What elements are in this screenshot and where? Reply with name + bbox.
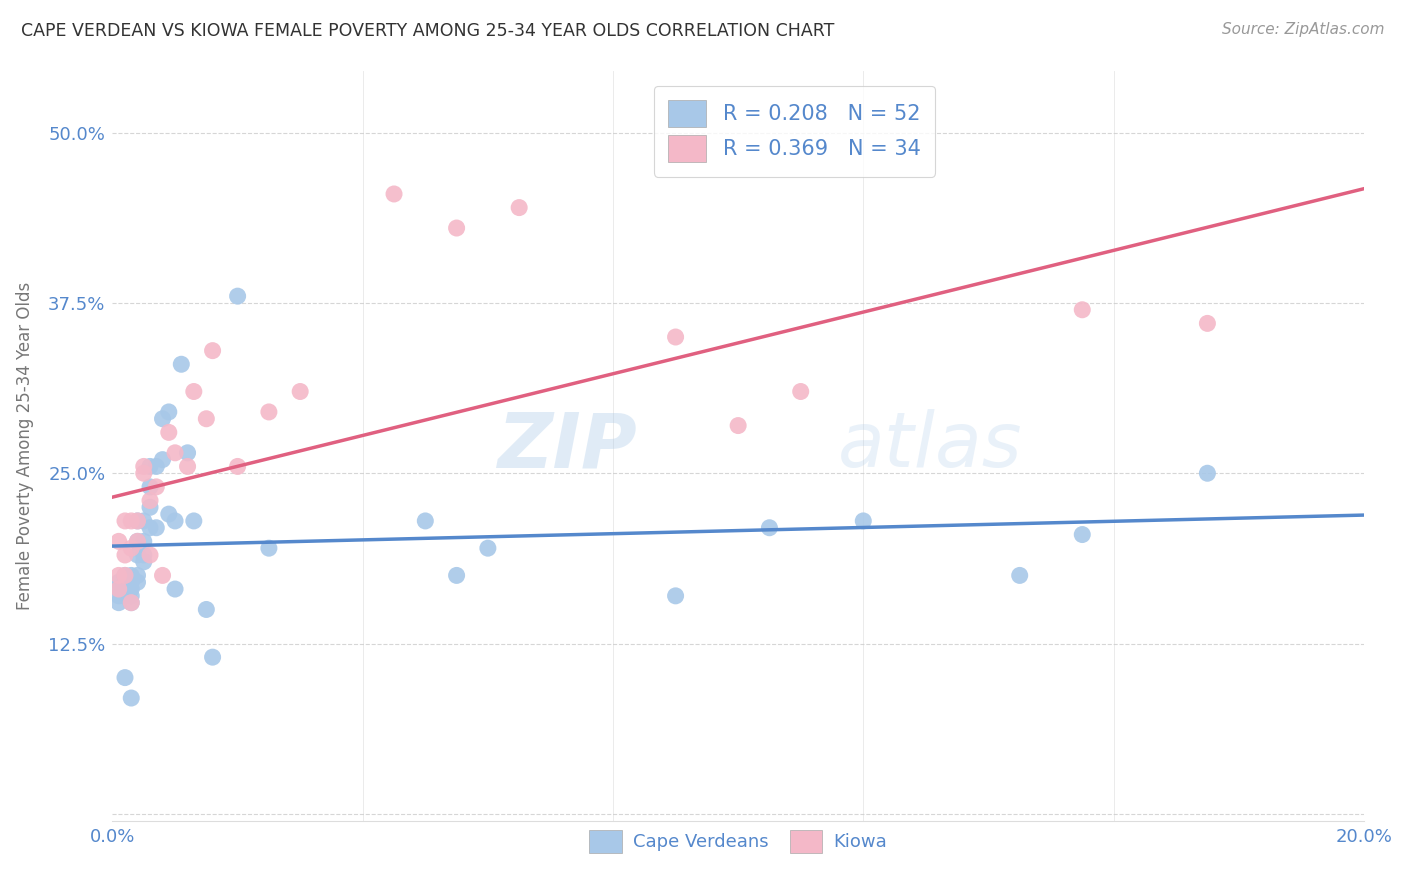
Point	[132, 459, 155, 474]
Text: CAPE VERDEAN VS KIOWA FEMALE POVERTY AMONG 25-34 YEAR OLDS CORRELATION CHART: CAPE VERDEAN VS KIOWA FEMALE POVERTY AMO…	[21, 22, 835, 40]
Point	[157, 425, 180, 440]
Point	[176, 446, 198, 460]
Point	[1197, 467, 1219, 481]
Point	[152, 568, 174, 582]
Point	[145, 521, 167, 535]
Point	[120, 575, 142, 590]
Point	[114, 589, 136, 603]
Point	[127, 514, 149, 528]
Point	[195, 602, 218, 616]
Point	[446, 568, 468, 582]
Point	[446, 221, 468, 235]
Point	[727, 418, 749, 433]
Point	[790, 384, 813, 399]
Point	[852, 514, 875, 528]
Point	[157, 405, 180, 419]
Point	[226, 289, 249, 303]
Point	[139, 480, 162, 494]
Point	[139, 500, 162, 515]
Text: Source: ZipAtlas.com: Source: ZipAtlas.com	[1222, 22, 1385, 37]
Point	[1071, 527, 1094, 541]
Point	[120, 514, 142, 528]
Point	[107, 534, 129, 549]
Y-axis label: Female Poverty Among 25-34 Year Olds: Female Poverty Among 25-34 Year Olds	[17, 282, 34, 610]
Point	[664, 589, 686, 603]
Point	[107, 568, 129, 582]
Point	[139, 459, 162, 474]
Point	[120, 541, 142, 556]
Point	[132, 467, 155, 481]
Point	[201, 650, 224, 665]
Point	[127, 575, 149, 590]
Point	[120, 568, 142, 582]
Point	[107, 582, 129, 596]
Point	[163, 582, 186, 596]
Point	[183, 514, 205, 528]
Point	[176, 459, 198, 474]
Point	[114, 568, 136, 582]
Point	[145, 480, 167, 494]
Point	[120, 582, 142, 596]
Text: atlas: atlas	[838, 409, 1022, 483]
Point	[127, 534, 149, 549]
Point	[107, 589, 129, 603]
Point	[1071, 302, 1094, 317]
Point	[107, 582, 129, 596]
Point	[114, 514, 136, 528]
Point	[132, 514, 155, 528]
Point	[120, 596, 142, 610]
Point	[132, 548, 155, 562]
Point	[226, 459, 249, 474]
Point	[170, 357, 193, 371]
Point	[132, 555, 155, 569]
Point	[157, 507, 180, 521]
Point	[257, 541, 280, 556]
Point	[195, 411, 218, 425]
Point	[201, 343, 224, 358]
Point	[508, 201, 530, 215]
Point	[114, 671, 136, 685]
Point	[758, 521, 780, 535]
Point	[139, 521, 162, 535]
Point	[127, 534, 149, 549]
Point	[163, 446, 186, 460]
Point	[114, 575, 136, 590]
Point	[132, 534, 155, 549]
Point	[257, 405, 280, 419]
Point	[107, 575, 129, 590]
Point	[477, 541, 499, 556]
Point	[114, 548, 136, 562]
Point	[127, 548, 149, 562]
Point	[415, 514, 437, 528]
Point	[664, 330, 686, 344]
Point	[120, 596, 142, 610]
Point	[1197, 317, 1219, 331]
Point	[183, 384, 205, 399]
Point	[114, 582, 136, 596]
Point	[290, 384, 312, 399]
Point	[127, 514, 149, 528]
Text: ZIP: ZIP	[498, 409, 638, 483]
Point	[114, 568, 136, 582]
Point	[120, 691, 142, 706]
Point	[145, 459, 167, 474]
Point	[1008, 568, 1031, 582]
Point	[127, 568, 149, 582]
Legend: Cape Verdeans, Kiowa: Cape Verdeans, Kiowa	[582, 822, 894, 860]
Point	[152, 411, 174, 425]
Point	[152, 452, 174, 467]
Point	[382, 186, 405, 201]
Point	[139, 493, 162, 508]
Point	[163, 514, 186, 528]
Point	[120, 589, 142, 603]
Point	[139, 548, 162, 562]
Point	[107, 596, 129, 610]
